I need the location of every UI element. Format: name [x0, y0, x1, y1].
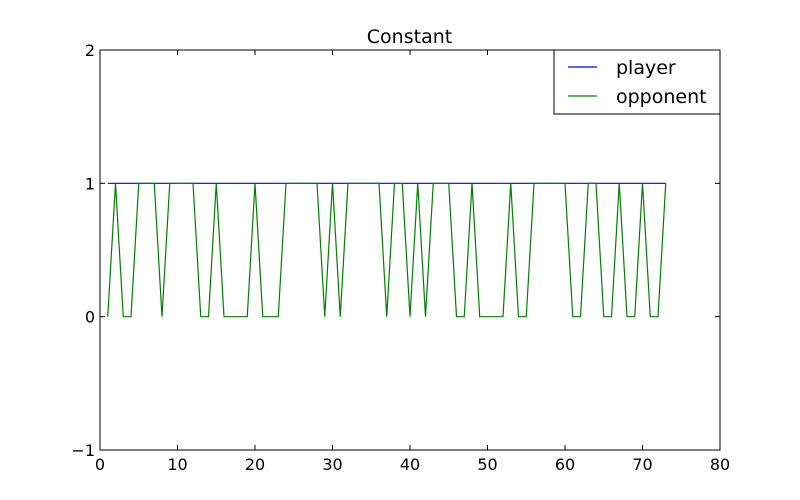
series-line-opponent [107, 182, 667, 318]
y-tick-label: −1 [71, 441, 95, 460]
x-tick-label: 70 [632, 455, 652, 474]
legend-label-player: player [616, 57, 676, 79]
y-tick-label: 1 [85, 174, 95, 193]
x-tick-label: 80 [710, 455, 730, 474]
x-tick-label: 0 [95, 455, 105, 474]
y-tick-label: 2 [85, 41, 95, 60]
x-tick-label: 20 [245, 455, 265, 474]
x-tick-label: 50 [477, 455, 497, 474]
x-tick-label: 60 [555, 455, 575, 474]
plot-frame [99, 49, 721, 451]
x-tick-label: 40 [400, 455, 420, 474]
legend-box [553, 49, 721, 115]
x-tick-label: 10 [167, 455, 187, 474]
chart-title: Constant [367, 26, 452, 48]
y-tick-label: 0 [85, 308, 95, 327]
legend-label-opponent: opponent [616, 86, 707, 108]
series-layer [107, 182, 667, 318]
legend: player opponent [553, 49, 721, 115]
plot-area-border [99, 49, 721, 451]
x-tick-label: 30 [322, 455, 342, 474]
